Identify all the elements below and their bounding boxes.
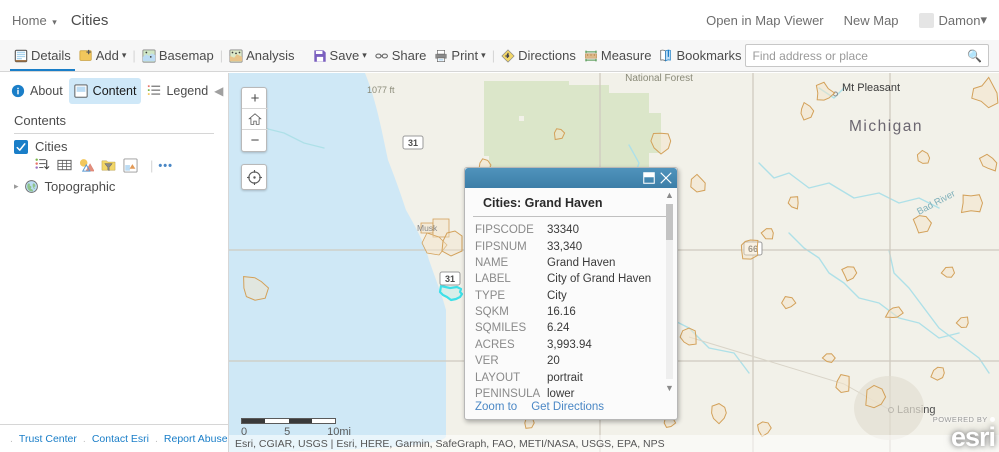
svg-text:31: 31 — [408, 138, 418, 148]
svg-text:National Forest: National Forest — [625, 73, 693, 84]
svg-text:31: 31 — [445, 274, 455, 284]
svg-text:Musk: Musk — [417, 223, 438, 233]
svg-text:Mt Pleasant: Mt Pleasant — [842, 82, 900, 94]
svg-text:Michigan: Michigan — [849, 118, 923, 135]
svg-text:1077 ft: 1077 ft — [367, 85, 395, 95]
